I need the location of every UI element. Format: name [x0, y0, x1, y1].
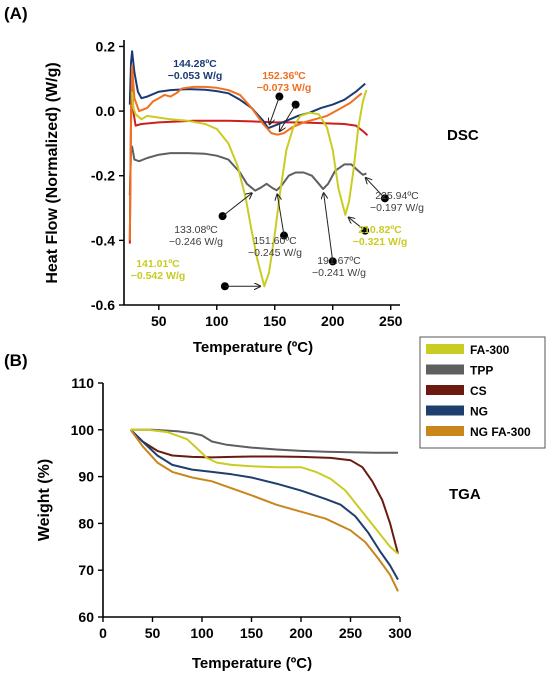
annotation-heat-flow: −0.542 W/g	[131, 270, 186, 282]
annotation-temperature: 225.94ºC	[375, 190, 419, 202]
legend-swatch-ng	[426, 405, 464, 416]
annotation-heat-flow: −0.053 W/g	[168, 70, 223, 82]
legend-swatch-ng_fa300	[426, 426, 464, 436]
legend-label-ng: NG	[470, 405, 488, 419]
dsc-x-tick-label: 200	[321, 313, 345, 329]
tga-y-tick-label: 110	[71, 375, 94, 391]
annotation-heat-flow: −0.073 W/g	[257, 82, 312, 94]
tga-y-tick-label: 90	[78, 469, 94, 485]
dsc-y-tick-label: 0.0	[96, 103, 116, 119]
dsc-y-tick-label: 0.2	[96, 38, 116, 54]
tga-x-tick-label: 50	[145, 625, 161, 641]
tga-y-tick-label: 60	[78, 609, 94, 625]
legend-label-cs: CS	[470, 384, 487, 398]
tga-x-ticks: 0 50 100 150 200 250 300	[99, 617, 412, 641]
tga-x-tick-label: 100	[190, 625, 214, 641]
tga-series-line-ng_fa300	[129, 429, 399, 592]
annotation-temperature: 151.60ºC	[253, 235, 297, 247]
annotation-temperature: 144.28ºC	[173, 58, 217, 70]
dsc-tag: DSC	[447, 127, 479, 144]
dsc-series-line-fa300	[131, 89, 368, 288]
dsc-y-axis-title: Heat Flow (Normalized) (W/g)	[44, 62, 61, 283]
tga-y-tick-label: 70	[78, 562, 94, 578]
tga-x-tick-label: 300	[388, 625, 412, 641]
annotation-temperature: 133.08ºC	[174, 224, 218, 236]
legend-label-fa300: FA-300	[470, 343, 510, 357]
annotation-temperature: 141.01ºC	[136, 258, 180, 270]
dsc-series-line-tpp	[128, 145, 367, 196]
annotation-heat-flow: −0.321 W/g	[353, 236, 408, 248]
annotation-arrow	[222, 193, 252, 217]
tga-y-ticks: 60 70 80 90 100 110	[71, 375, 103, 625]
annotation-heat-flow: −0.241 W/g	[312, 267, 366, 279]
tga-series	[129, 428, 399, 592]
tga-y-tick-label: 80	[78, 515, 94, 531]
annotation-arrow	[348, 217, 366, 232]
tga-x-tick-label: 150	[240, 625, 264, 641]
dsc-x-tick-label: 100	[205, 313, 229, 329]
tga-y-axis-title: Weight (%)	[36, 459, 53, 541]
annotation-arrow	[324, 193, 334, 262]
legend-label-tpp: TPP	[470, 364, 493, 378]
annotation-heat-flow: −0.245 W/g	[248, 247, 302, 259]
annotation-heat-flow: −0.197 W/g	[370, 202, 424, 214]
dsc-x-tick-label: 250	[379, 313, 403, 329]
dsc-y-tick-label: -0.2	[91, 168, 115, 184]
tga-series-line-fa300	[130, 428, 399, 555]
annotation-heat-flow: −0.246 W/g	[169, 236, 223, 248]
tga-series-line-ng	[129, 429, 399, 581]
tga-tag: TGA	[449, 486, 481, 503]
legend-label-ng_fa300: NG FA-300	[470, 425, 531, 439]
dsc-x-axis-title: Temperature (ºC)	[193, 339, 313, 356]
annotation-arrow	[277, 194, 285, 236]
panel-b-label: (B)	[4, 351, 28, 370]
annotation-arrow	[280, 104, 297, 132]
dsc-series-line-ng_fa300	[128, 64, 363, 241]
dsc-y-tick-label: -0.4	[91, 232, 115, 248]
legend-swatch-fa300	[426, 344, 464, 354]
dsc-x-tick-label: 50	[151, 313, 167, 329]
tga-x-tick-label: 250	[339, 625, 363, 641]
tga-series-line-tpp	[130, 428, 398, 454]
dsc-x-ticks: 50 100 150 200 250	[151, 305, 403, 329]
tga-x-axis-title: Temperature (ºC)	[192, 655, 312, 672]
dsc-x-tick-label: 150	[263, 313, 287, 329]
panel-a-label: (A)	[4, 4, 28, 23]
annotation-temperature: 191.67ºC	[317, 255, 361, 267]
tga-series-line-cs	[129, 429, 399, 555]
annotation-temperature: 152.36ºC	[262, 70, 306, 82]
tga-x-tick-label: 0	[99, 625, 107, 641]
legend: FA-300 TPP CS NG NG FA-300	[426, 343, 531, 439]
annotation-arrow	[366, 178, 386, 199]
dsc-annotations: 144.28ºC−0.053 W/g 152.36ºC−0.073 W/g 133.…	[131, 58, 424, 291]
dsc-series-line-ng	[128, 50, 366, 130]
legend-swatch-tpp	[426, 364, 464, 375]
dsc-series	[128, 50, 369, 288]
tga-x-tick-label: 200	[289, 625, 313, 641]
dsc-y-ticks: 0.2 0.0 -0.2 -0.4 -0.6	[91, 38, 124, 313]
dsc-y-tick-label: -0.6	[91, 297, 115, 313]
annotation-temperature: 210.82ºC	[358, 224, 402, 236]
annotation-arrow	[269, 96, 280, 125]
tga-y-tick-label: 100	[71, 422, 95, 438]
legend-swatch-cs	[426, 385, 464, 395]
